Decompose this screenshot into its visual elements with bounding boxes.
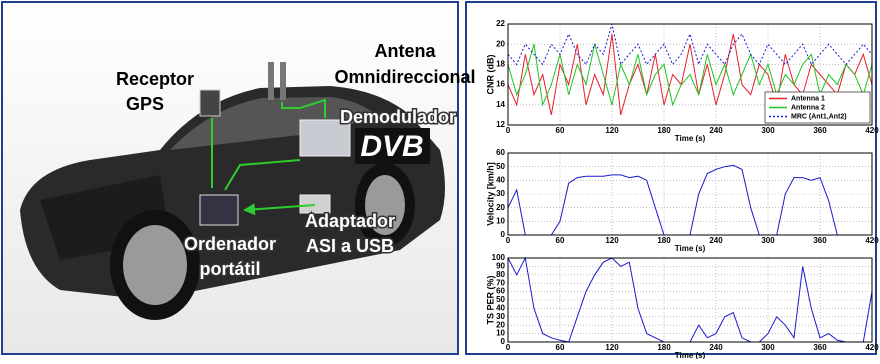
x-tick-label: 60 — [556, 236, 565, 245]
label: Omnidireccional — [334, 67, 475, 87]
plot-frame — [507, 23, 873, 126]
y-tick-label: 10 — [496, 329, 505, 338]
y-tick-label: 18 — [496, 60, 505, 69]
x-axis-label: Time (s) — [675, 134, 706, 143]
x-tick-label: 180 — [657, 236, 671, 245]
x-tick-label: 420 — [865, 236, 879, 245]
label: Receptor — [116, 69, 194, 89]
y-tick-label: 30 — [496, 189, 505, 198]
y-tick-label: 30 — [496, 312, 505, 321]
plot-frame — [507, 257, 873, 343]
y-tick-label: 50 — [496, 295, 505, 304]
x-tick-label: 120 — [605, 236, 619, 245]
x-tick-label: 360 — [813, 343, 827, 352]
label: Adaptador — [305, 211, 395, 231]
logo: DVB — [360, 130, 423, 163]
x-tick-label: 120 — [605, 343, 619, 352]
label: portátil — [200, 259, 261, 279]
y-tick-label: 10 — [496, 216, 505, 225]
legend-label: Antenna 2 — [791, 104, 825, 111]
y-axis-label: TS PER (%) — [485, 275, 495, 324]
x-tick-label: 240 — [709, 126, 723, 135]
y-tick-label: 100 — [492, 253, 506, 262]
series-line — [507, 33, 873, 116]
x-tick-label: 300 — [761, 343, 775, 352]
label: ASI a USB — [306, 236, 394, 256]
y-tick-label: 20 — [496, 39, 505, 48]
x-tick-label: 360 — [813, 126, 827, 135]
x-tick-label: 60 — [556, 126, 565, 135]
x-tick-label: 0 — [506, 236, 511, 245]
y-tick-label: 14 — [496, 100, 505, 109]
x-axis-label: Time (s) — [675, 351, 706, 359]
y-tick-label: 90 — [496, 262, 505, 271]
x-axis-label: Time (s) — [675, 244, 706, 253]
plot-frame — [507, 152, 873, 236]
x-tick-label: 0 — [506, 343, 511, 352]
y-tick-label: 12 — [496, 120, 505, 129]
x-tick-label: 180 — [657, 343, 671, 352]
y-tick-label: 60 — [496, 148, 505, 157]
y-tick-label: 40 — [496, 175, 505, 184]
car — [20, 62, 445, 320]
y-axis-label: Velocity [km/h] — [485, 162, 495, 226]
y-tick-label: 20 — [496, 203, 505, 212]
label: GPS — [126, 94, 164, 114]
x-tick-label: 240 — [709, 343, 723, 352]
x-tick-label: 120 — [605, 126, 619, 135]
x-tick-label: 0 — [506, 126, 511, 135]
y-tick-label: 70 — [496, 278, 505, 287]
x-tick-label: 180 — [657, 126, 671, 135]
y-tick-label: 50 — [496, 162, 505, 171]
y-axis-label: CNR (dB) — [485, 55, 495, 95]
x-tick-label: 420 — [865, 343, 879, 352]
label: Demodulador — [340, 107, 456, 127]
y-tick-label: 20 — [496, 320, 505, 329]
x-tick-label: 240 — [709, 236, 723, 245]
legend-label: MRC (Ant1,Ant2) — [791, 113, 847, 120]
x-tick-label: 420 — [865, 126, 879, 135]
y-tick-label: 0 — [501, 230, 506, 239]
label: Ordenador — [184, 234, 276, 254]
y-tick-label: 22 — [496, 19, 505, 28]
x-tick-label: 360 — [813, 236, 827, 245]
y-tick-label: 40 — [496, 304, 505, 313]
y-tick-label: 80 — [496, 270, 505, 279]
y-tick-label: 0 — [501, 337, 506, 346]
label: Antena — [374, 41, 436, 61]
y-tick-label: 16 — [496, 80, 505, 89]
x-tick-label: 300 — [761, 236, 775, 245]
x-tick-label: 300 — [761, 126, 775, 135]
series-line — [507, 44, 873, 107]
x-tick-label: 60 — [556, 343, 565, 352]
y-tick-label: 60 — [496, 287, 505, 296]
legend-label: Antenna 1 — [791, 95, 825, 102]
